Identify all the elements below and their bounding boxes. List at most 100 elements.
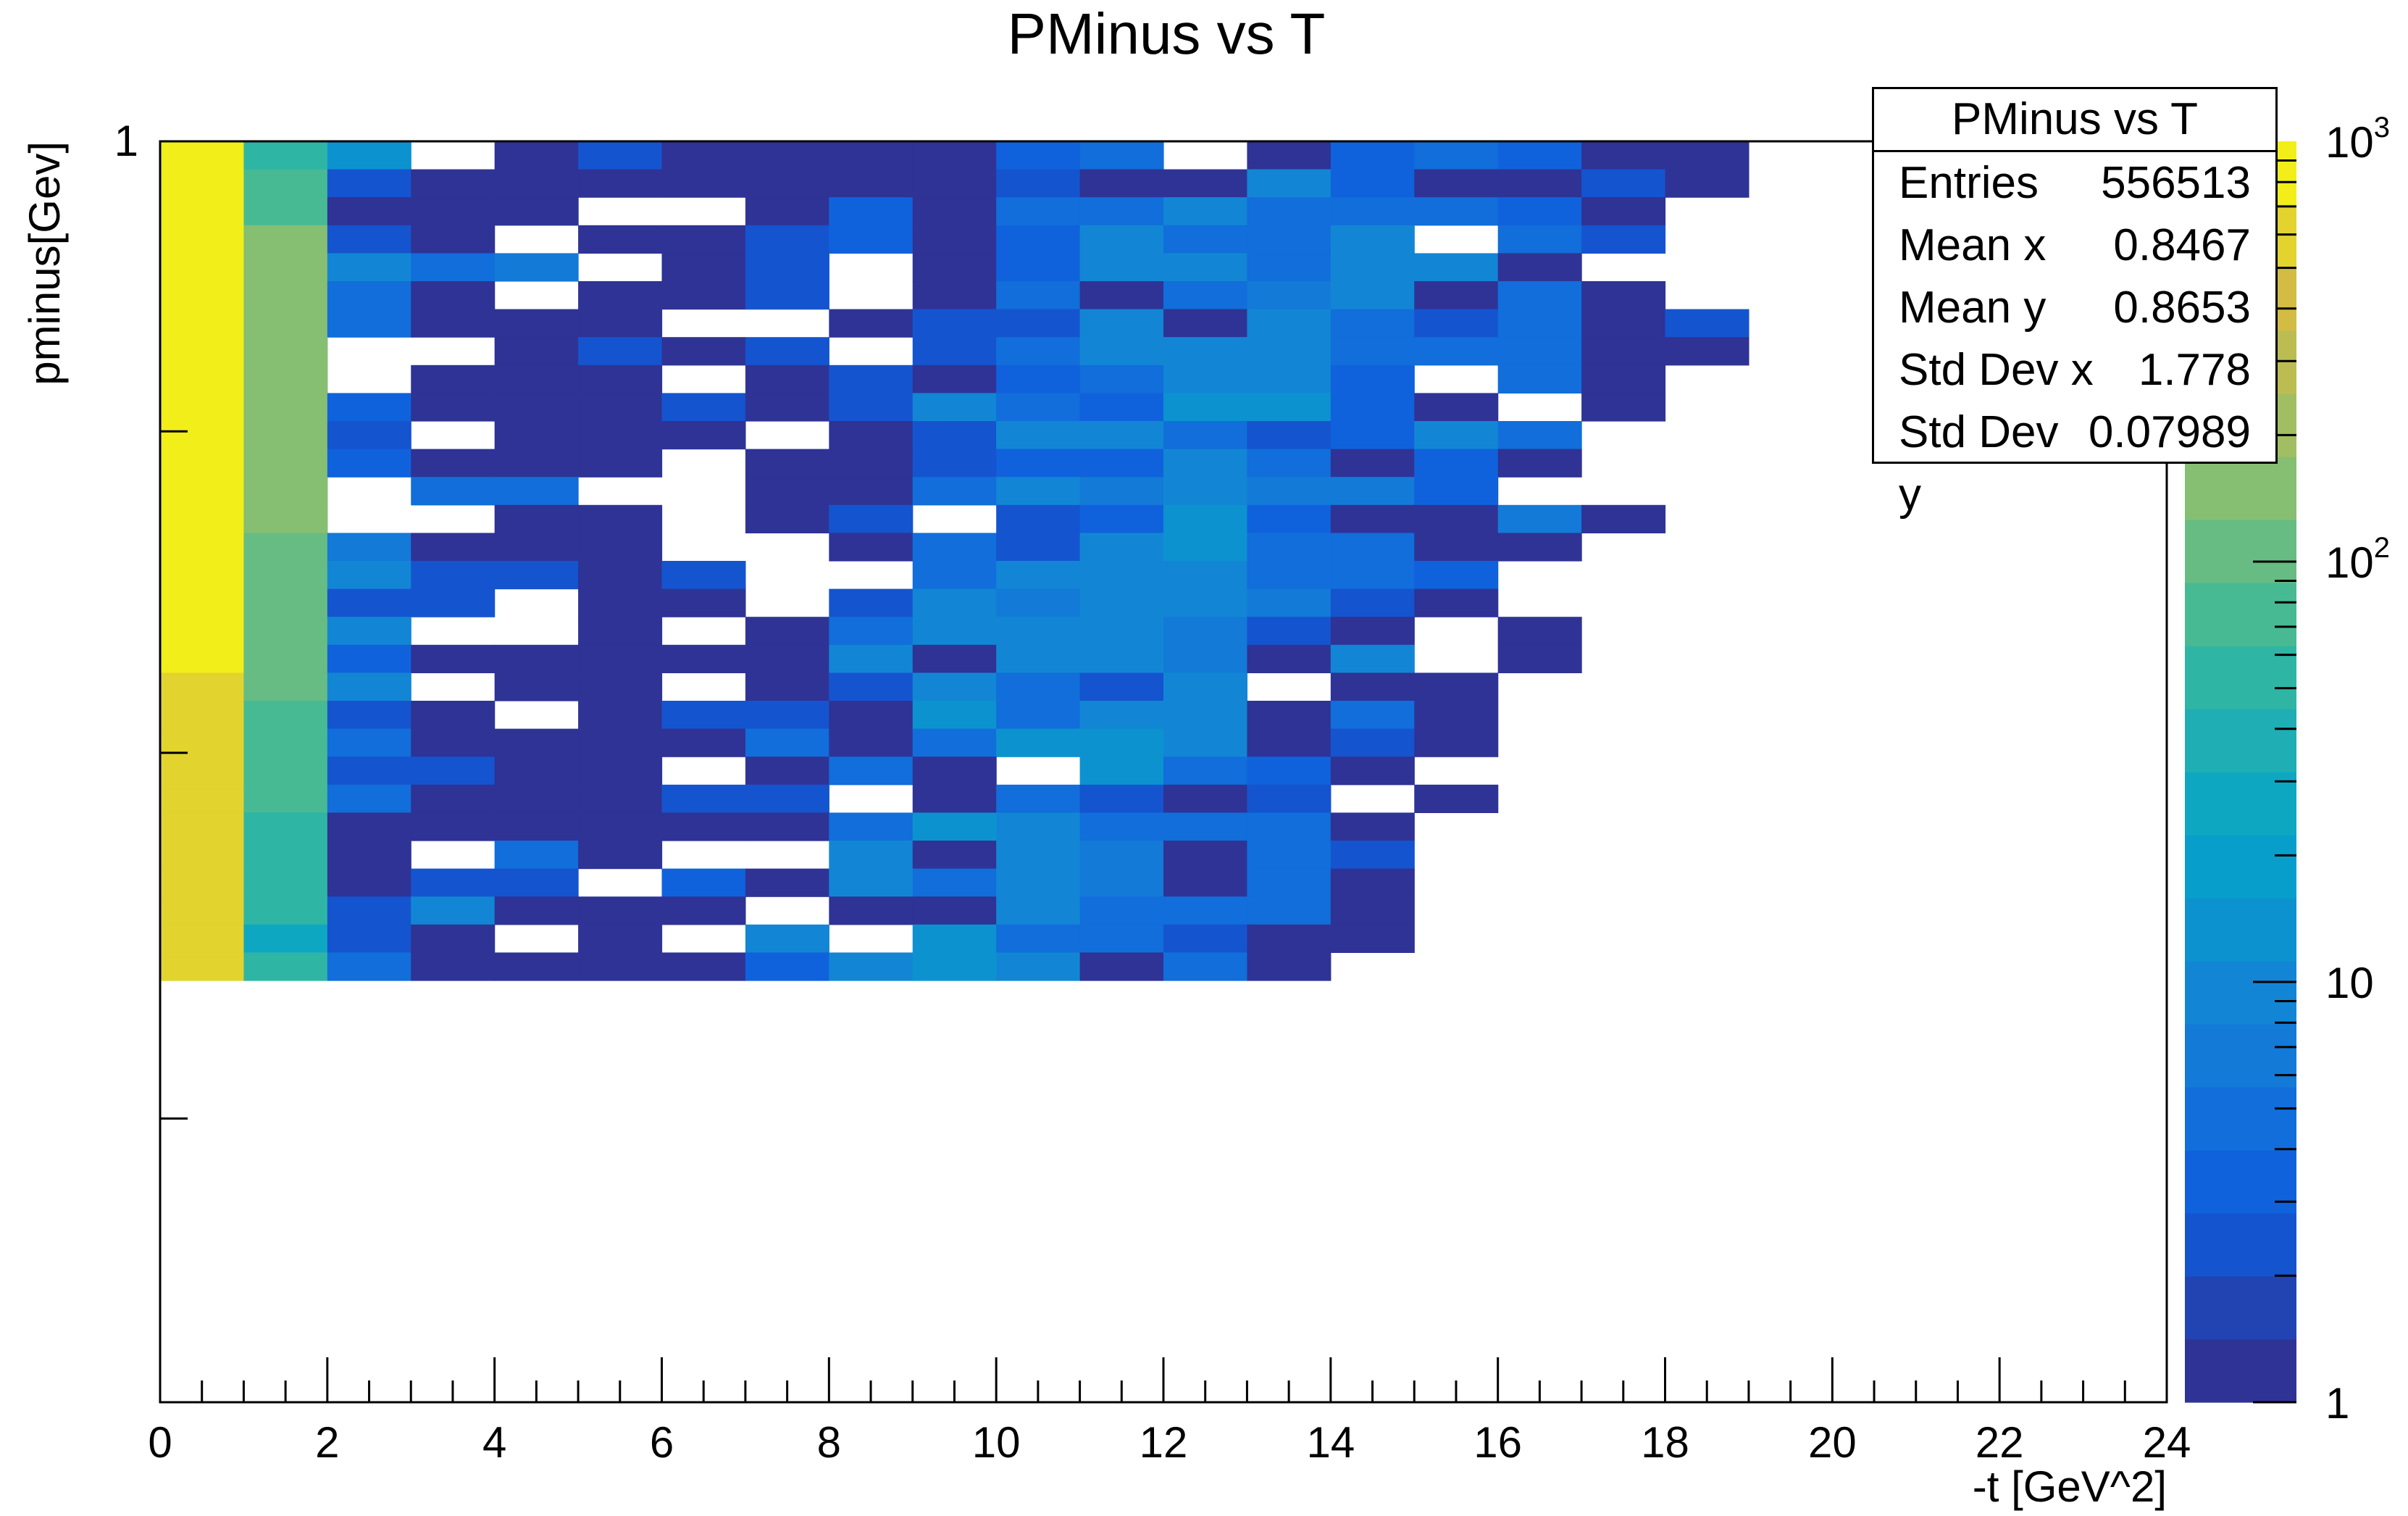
heatmap-cell [912,141,997,170]
heatmap-cell [829,728,914,757]
heatmap-cell [327,197,411,226]
heatmap-cell [243,868,328,897]
heatmap-cell [1163,533,1248,562]
heatmap-cell [996,393,1081,422]
heatmap-cell [829,701,914,730]
heatmap-cell [996,561,1081,590]
stats-row-entries: Entries 556513 [1874,152,2275,215]
heatmap-cell [1247,533,1331,562]
heatmap-cell [494,728,579,757]
heatmap-cell [661,141,746,170]
heatmap-cell [829,309,914,338]
heatmap-cell [1414,393,1499,422]
heatmap-cell [578,672,663,701]
heatmap-cell [1414,533,1499,562]
heatmap-cell [411,533,496,562]
heatmap-cell [745,672,829,701]
stats-row-mean-y: Mean y 0.8653 [1874,277,2275,339]
heatmap-cell [1497,253,1582,282]
heatmap-cell [494,504,579,533]
stats-label: Std Dev x [1899,345,2094,395]
stats-value: 0.8653 [2113,283,2251,333]
heatmap-cell [661,169,746,198]
heatmap-cell [1330,868,1415,897]
heatmap-cell [1079,253,1164,282]
heatmap-cell [745,337,829,366]
palette-tick-exponent: 2 [2374,532,2390,564]
heatmap-cell [996,197,1081,226]
palette-segment [2185,1024,2296,1088]
heatmap-cell [1665,309,1749,338]
heatmap-cell [1079,169,1164,198]
heatmap-cell [1581,309,1666,338]
heatmap-cell [1330,281,1415,310]
heatmap-cell [160,812,245,841]
stats-value: 556513 [2101,158,2251,208]
heatmap-cell [1163,197,1248,226]
heatmap-cell [661,952,746,981]
heatmap-cell [1079,644,1164,673]
heatmap-cell [1330,617,1415,646]
heatmap-cell [996,784,1081,813]
heatmap-cell [411,225,496,254]
heatmap-cell [1414,672,1499,701]
heatmap-cell [160,701,245,730]
heatmap-cell [243,253,328,282]
heatmap-cell [327,225,411,254]
heatmap-cell [243,281,328,310]
heatmap-cell [494,197,579,226]
x-axis: 0 2 4 6 8 10 12 14 16 18 20 22 24 [148,1357,2191,1467]
heatmap-cell [661,644,746,673]
stats-value: 0.8467 [2113,220,2251,270]
heatmap-cell [1665,141,1749,170]
heatmap-cell [243,841,328,870]
heatmap-cell [912,225,997,254]
heatmap-cell [578,393,663,422]
heatmap-cell [327,533,411,562]
heatmap-cell [1163,169,1248,198]
heatmap-cell [578,449,663,478]
heatmap-cell [829,393,914,422]
heatmap-cell [912,896,997,925]
heatmap-cell [1247,588,1331,617]
heatmap-cell [745,449,829,478]
heatmap-cell [578,365,663,393]
heatmap-cell [745,757,829,786]
heatmap-cell [243,169,328,198]
heatmap-cell [996,169,1081,198]
heatmap-cell [1247,169,1331,198]
heatmap-cell [1330,644,1415,673]
heatmap-cell [160,672,245,701]
heatmap-cell [1079,812,1164,841]
heatmap-cell [1163,477,1248,506]
stats-box: PMinus vs T Entries 556513 Mean x 0.8467… [1872,87,2278,520]
heatmap-cell [1581,504,1666,533]
heatmap-cell [1581,281,1666,310]
heatmap-cell [1163,281,1248,310]
heatmap-cell [578,561,663,590]
heatmap-cell [160,281,245,310]
heatmap-cell [1079,477,1164,506]
heatmap-cell [1079,701,1164,730]
heatmap-cell [243,757,328,786]
stats-row-std-dev-x: Std Dev x 1.778 [1874,339,2275,401]
heatmap-cell [1247,812,1331,841]
heatmap-cell [1247,896,1331,925]
heatmap-cell [243,896,328,925]
heatmap-cell [1163,561,1248,590]
x-tick-label: 24 [2143,1418,2191,1467]
heatmap-cell [1079,672,1164,701]
heatmap-cell [411,896,496,925]
heatmap-cell [160,868,245,897]
heatmap-cell [243,701,328,730]
heatmap-cell [243,784,328,813]
heatmap-cell [411,281,496,310]
heatmap-cell [912,728,997,757]
heatmap-cell [912,253,997,282]
heatmap-cell [327,896,411,925]
heatmap-cell [1163,504,1248,533]
heatmap-cell [1330,253,1415,282]
heatmap-cell [243,672,328,701]
heatmap-cell [1163,253,1248,282]
heatmap-cell [327,812,411,841]
